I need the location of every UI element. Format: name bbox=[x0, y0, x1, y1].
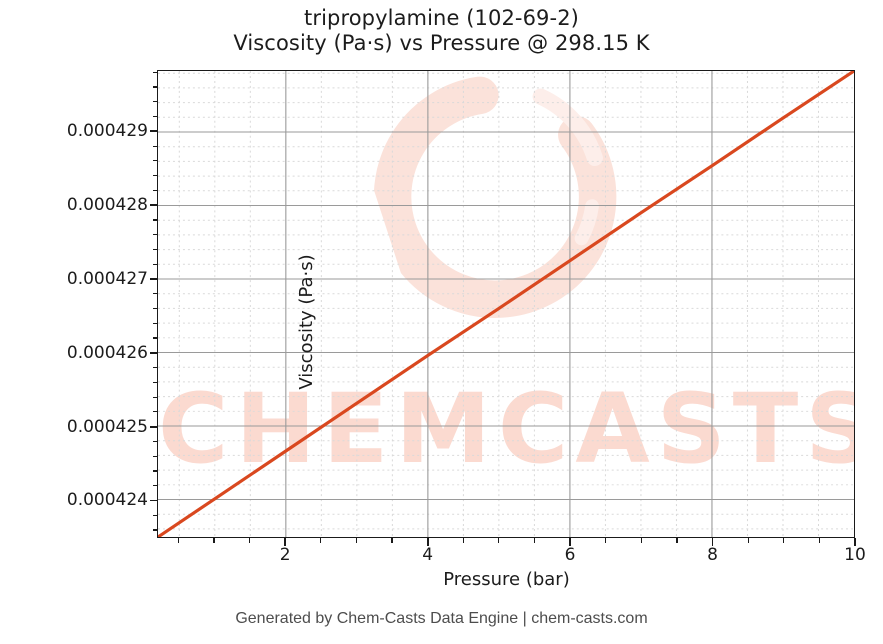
axis-tick bbox=[150, 351, 157, 354]
grid-minor bbox=[158, 71, 854, 537]
axis-tick bbox=[153, 366, 157, 369]
x-axis-label: Pressure (bar) bbox=[443, 569, 570, 590]
axis-tick bbox=[153, 529, 157, 531]
x-axis-tick-labels: 2 4 6 8 10 bbox=[157, 545, 866, 569]
axis-tick bbox=[153, 101, 157, 103]
axis-tick bbox=[153, 381, 157, 383]
data-series-group bbox=[158, 71, 854, 537]
axis-tick bbox=[153, 470, 157, 472]
axis-tick bbox=[783, 538, 785, 543]
y-axis-tick-labels: 0.000424 0.000425 0.000426 0.000427 0.000428… bbox=[0, 70, 148, 538]
axis-tick bbox=[426, 538, 429, 546]
axis-tick bbox=[150, 204, 157, 207]
axis-tick bbox=[676, 538, 678, 543]
axis-tick bbox=[747, 538, 749, 543]
axis-tick bbox=[854, 538, 856, 546]
axis-tick bbox=[248, 538, 251, 543]
axis-tick bbox=[498, 538, 500, 543]
axis-tick bbox=[153, 396, 157, 398]
axis-tick bbox=[153, 145, 157, 147]
footer-credit: Generated by Chem-Casts Data Engine | ch… bbox=[235, 610, 648, 627]
axis-tick bbox=[284, 538, 287, 546]
axis-tick bbox=[391, 538, 393, 543]
axis-tick bbox=[605, 538, 607, 543]
chart-subtitle: Viscosity (Pa·s) vs Pressure @ 298.15 K bbox=[233, 30, 650, 55]
axis-tick bbox=[213, 538, 215, 543]
axis-tick bbox=[153, 411, 157, 413]
axis-tick bbox=[153, 293, 157, 295]
axis-tick bbox=[153, 86, 157, 88]
axis-tick bbox=[153, 514, 157, 516]
chart-title-block: tripropylamine (102-69-2) Viscosity (Pa·… bbox=[0, 6, 883, 56]
axis-tick bbox=[640, 538, 642, 543]
y-tick-label: 0.000429 bbox=[66, 121, 148, 142]
axis-tick bbox=[150, 425, 157, 428]
y-tick-label: 0.000427 bbox=[66, 268, 148, 289]
axis-tick bbox=[153, 322, 157, 324]
x-tick-label: 2 bbox=[279, 545, 291, 565]
axis-tick bbox=[320, 538, 322, 543]
x-tick-label: 8 bbox=[707, 545, 718, 565]
page-title: tripropylamine (102-69-2) bbox=[304, 6, 579, 30]
x-tick-label: 6 bbox=[564, 545, 576, 565]
y-axis-label: Viscosity (Pa·s) bbox=[0, 0, 317, 644]
y-tick-label: 0.000425 bbox=[66, 416, 148, 437]
axis-tick bbox=[533, 538, 536, 543]
y-tick-label: 0.000426 bbox=[66, 342, 148, 363]
axis-tick bbox=[153, 248, 157, 251]
y-axis-label-text: Viscosity (Pa·s) bbox=[296, 254, 317, 390]
axis-tick bbox=[153, 160, 157, 162]
axis-tick bbox=[153, 189, 157, 191]
axis-tick bbox=[153, 337, 157, 339]
axis-tick bbox=[153, 234, 157, 236]
axis-tick bbox=[150, 278, 157, 280]
axis-tick bbox=[153, 175, 157, 177]
axis-tick bbox=[153, 263, 157, 265]
axis-tick bbox=[569, 538, 571, 546]
axis-tick bbox=[153, 455, 157, 457]
x-tick-label: 10 bbox=[844, 545, 866, 565]
y-tick-label: 0.000428 bbox=[66, 195, 148, 216]
x-tick-label: 4 bbox=[422, 545, 434, 565]
plot-canvas bbox=[158, 71, 854, 537]
axis-tick bbox=[153, 116, 157, 118]
axis-tick bbox=[153, 307, 157, 310]
data-line bbox=[158, 71, 854, 537]
axis-tick bbox=[711, 538, 714, 546]
y-tick-label: 0.000424 bbox=[66, 490, 148, 511]
axis-tick bbox=[153, 485, 157, 487]
axis-tick bbox=[150, 499, 157, 502]
axis-tick bbox=[153, 71, 157, 73]
axis-tick bbox=[818, 538, 820, 543]
axis-tick bbox=[153, 219, 157, 221]
grid-major bbox=[158, 71, 854, 537]
axis-tick bbox=[355, 538, 358, 543]
axis-tick bbox=[153, 440, 157, 442]
axis-tick bbox=[150, 130, 157, 133]
axis-tick bbox=[177, 538, 179, 543]
axis-tick bbox=[462, 538, 464, 543]
